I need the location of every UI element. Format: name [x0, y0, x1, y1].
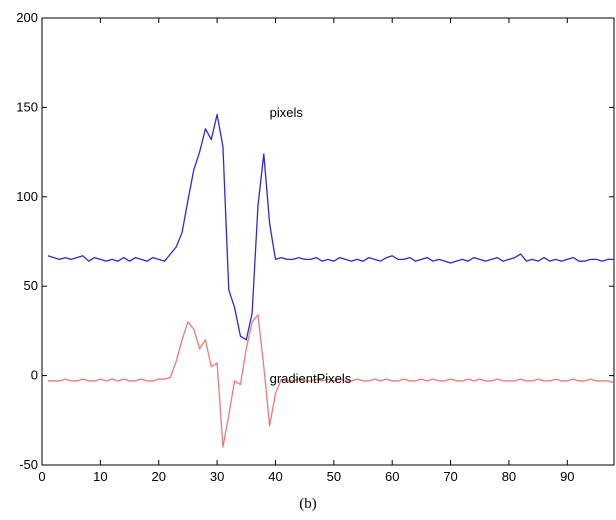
y-tick-label: 100 [16, 189, 38, 204]
x-tick-label: 80 [502, 469, 516, 484]
x-tick-label: 60 [385, 469, 399, 484]
y-axis: -50 0 50 100 150 200 [16, 10, 614, 472]
x-tick-label: 90 [560, 469, 574, 484]
x-tick-label: 10 [93, 469, 107, 484]
series-line-pixels [47, 113, 614, 341]
x-tick-label: 40 [268, 469, 282, 484]
x-tick-label: 50 [327, 469, 341, 484]
y-tick-label: 0 [31, 368, 38, 383]
y-tick-label: 200 [16, 10, 38, 25]
x-axis: 0 10 20 30 40 50 60 70 80 90 [38, 18, 575, 484]
series-line-gradientpixels [47, 314, 615, 448]
annotation-label: gradientPixels [270, 371, 352, 386]
x-tick-label: 0 [38, 469, 45, 484]
annotation-layer: pixels gradientPixels [270, 105, 352, 386]
y-tick-label: 50 [24, 278, 38, 293]
x-tick-label: 70 [443, 469, 457, 484]
x-tick-label: 30 [210, 469, 224, 484]
annotation-label: pixels [270, 105, 304, 120]
y-tick-label: -50 [19, 457, 38, 472]
series-layer [47, 113, 615, 448]
x-tick-label: 20 [152, 469, 166, 484]
plot-area [41, 17, 615, 466]
y-tick-label: 150 [16, 99, 38, 114]
figure-caption: (b) [299, 496, 317, 512]
